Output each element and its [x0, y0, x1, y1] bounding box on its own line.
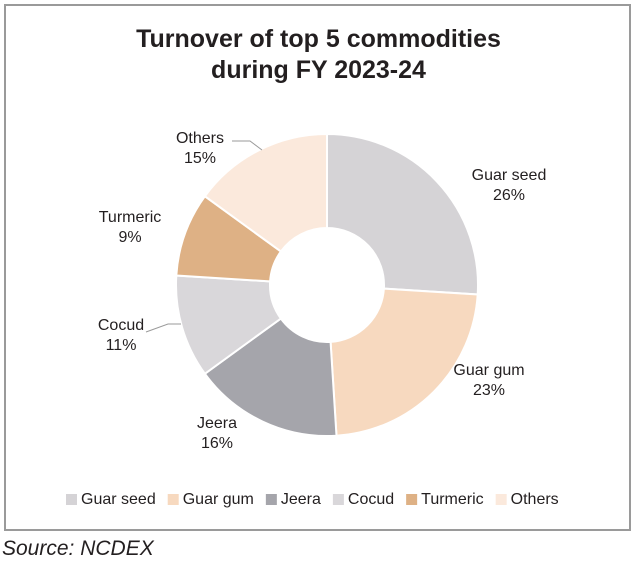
legend-swatch-cocud	[332, 494, 344, 505]
leader-others	[232, 140, 263, 151]
slice-label-cocud: Cocud	[98, 317, 144, 334]
donut-chart: Guar seed 26% Guar gum 23% Jeera 16% Cocud 11% T…	[66, 130, 559, 508]
legend-label-cocud: Cocud	[348, 491, 394, 508]
legend-item-cocud: Cocud	[332, 491, 394, 508]
donut-slices	[175, 132, 479, 437]
legend-swatch-turmeric	[406, 494, 418, 505]
slice-value-cocud: 11%	[106, 337, 137, 354]
leader-cocud	[145, 323, 181, 333]
legend-item-turmeric: Turmeric	[406, 491, 484, 508]
legend-item-guar-gum: Guar gum	[167, 491, 254, 508]
slice-jeera	[203, 317, 338, 437]
legend-label-others: Others	[511, 491, 559, 508]
slice-label-guar-gum: Guar gum	[453, 362, 524, 379]
legend-swatch-guar-seed	[66, 494, 77, 505]
slice-guar-gum	[329, 287, 479, 437]
slice-value-guar-gum: 23%	[473, 382, 505, 399]
legend-item-others: Others	[495, 491, 559, 508]
label-leader-lines	[145, 140, 263, 333]
legend-swatch-jeera	[265, 494, 277, 505]
legend-swatch-guar-gum	[167, 494, 179, 505]
slice-label-jeera: Jeera	[197, 415, 237, 432]
slice-value-jeera: 16%	[201, 435, 233, 452]
legend-swatch-others	[495, 494, 507, 505]
slice-others	[203, 132, 328, 253]
legend-item-jeera: Jeera	[265, 491, 321, 508]
slice-value-guar-seed: 26%	[493, 187, 525, 204]
chart-title-line-2: during FY 2023-24	[211, 56, 426, 84]
slice-label-turmeric: Turmeric	[99, 209, 162, 226]
legend-label-guar-gum: Guar gum	[183, 491, 254, 508]
legend: Guar seed Guar gum Jeera Cocud Turmeric Other…	[66, 491, 559, 508]
source-note: Source: NCDEX	[2, 537, 154, 560]
slice-label-guar-seed: Guar seed	[472, 167, 547, 184]
slice-label-others: Others	[176, 130, 224, 147]
chart-frame	[4, 4, 631, 531]
slice-value-others: 15%	[184, 150, 216, 167]
legend-label-jeera: Jeera	[281, 491, 321, 508]
chart-title-line-1: Turnover of top 5 commodities	[136, 25, 501, 53]
slice-labels: Guar seed 26% Guar gum 23% Jeera 16% Cocud 11% T…	[98, 130, 546, 452]
legend-item-guar-seed: Guar seed	[66, 491, 156, 508]
chart-title: Turnover of top 5 commodities during FY …	[0, 24, 637, 86]
slice-guar-seed	[326, 132, 479, 296]
slice-value-turmeric: 9%	[118, 229, 141, 246]
legend-label-guar-seed: Guar seed	[81, 491, 156, 508]
legend-label-turmeric: Turmeric	[421, 491, 484, 508]
